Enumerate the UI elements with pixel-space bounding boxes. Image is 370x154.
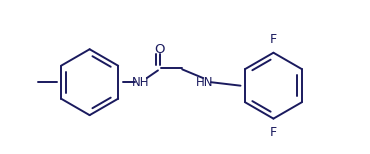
Text: O: O [154, 43, 165, 56]
Text: NH: NH [132, 76, 149, 89]
Text: HN: HN [196, 76, 213, 89]
Text: F: F [270, 33, 277, 46]
Text: F: F [270, 126, 277, 139]
